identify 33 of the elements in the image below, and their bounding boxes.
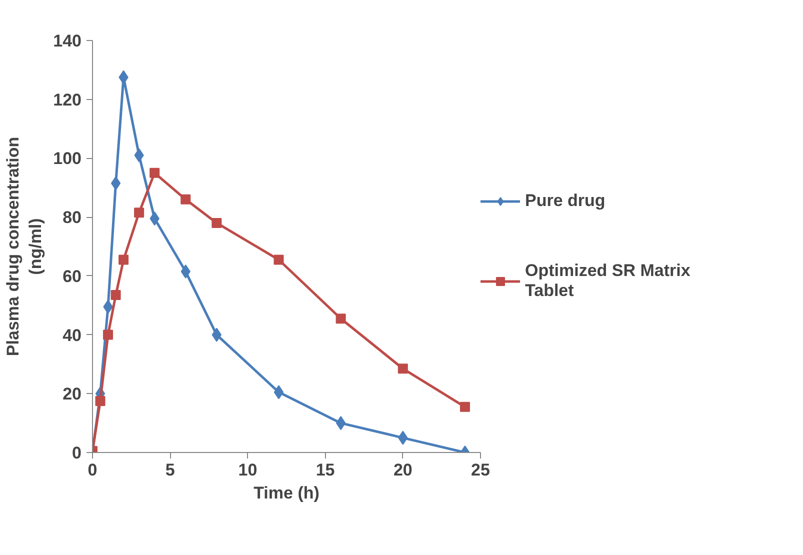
x-axis-title: Time (h)	[254, 484, 320, 502]
point	[274, 254, 284, 265]
point	[103, 330, 114, 340]
y-tick-label: 140	[53, 32, 82, 50]
y-tick-label: 20	[62, 384, 82, 404]
x-tick-label: 15	[316, 460, 335, 480]
point	[336, 314, 346, 324]
point	[110, 176, 121, 190]
point	[274, 385, 284, 400]
y-tick-label: 0	[72, 444, 82, 462]
x-tick-label: 0	[88, 460, 98, 480]
x-tick-label: 20	[393, 460, 412, 480]
point	[336, 416, 346, 430]
y-tick-label: 100	[53, 149, 82, 168]
y-tick-label: 120	[53, 90, 82, 110]
point	[398, 364, 408, 374]
legend-label: Pure drug	[525, 191, 606, 211]
point	[118, 254, 129, 265]
legend-label: Optimized SR Matrix Tablet	[525, 261, 690, 301]
point	[180, 194, 191, 204]
point	[110, 290, 121, 300]
point	[134, 208, 144, 218]
point	[212, 218, 222, 228]
x-tick-label: 25	[471, 460, 490, 480]
y-axis-title: Plasma drug concentration (ng/ml)	[3, 136, 46, 356]
point	[150, 168, 160, 178]
y-tick-label: 40	[62, 326, 82, 345]
x-tick-label: 10	[238, 460, 258, 480]
point	[460, 402, 470, 412]
y-tick-label: 80	[62, 208, 82, 228]
y-tick-label: 60	[62, 266, 82, 286]
x-tick-label: 5	[165, 460, 175, 480]
point	[95, 396, 106, 406]
